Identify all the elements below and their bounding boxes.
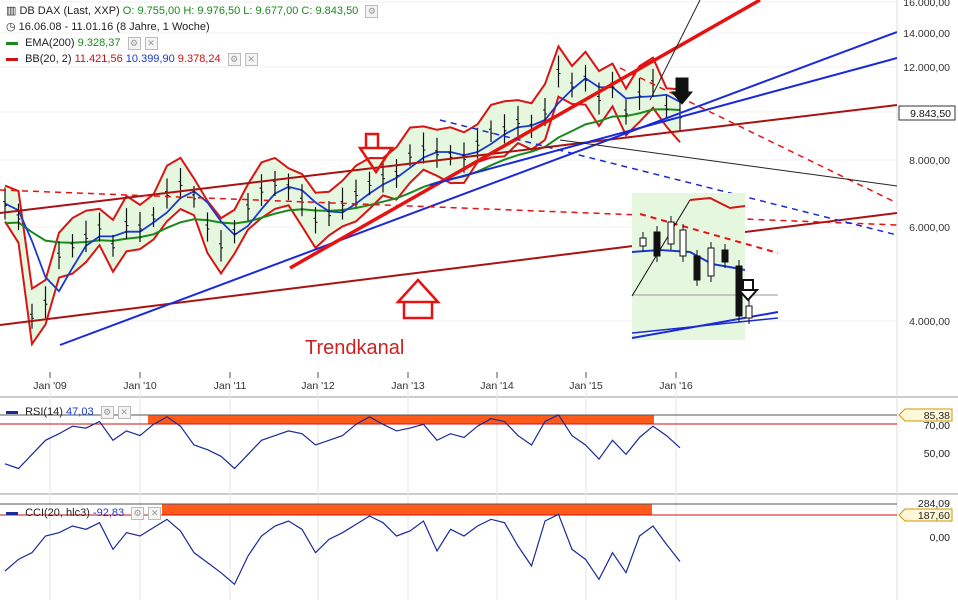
trendline-blue-long — [59, 31, 897, 346]
price-tick-label: 14.000,00 — [903, 28, 950, 40]
inset-candle — [745, 305, 753, 319]
rsi-swatch — [6, 410, 18, 414]
rsi-label: RSI(14) — [25, 406, 63, 418]
legend-bb: BB(20, 2) 11.421,56 10.399,90 9.378,24 ⚙… — [6, 52, 258, 66]
bb-label: BB(20, 2) — [25, 53, 72, 65]
bb-close-icon[interactable]: ✕ — [244, 52, 258, 66]
cci-close-icon[interactable]: ✕ — [148, 506, 162, 520]
x-tick-label: Jan '13 — [391, 380, 425, 392]
low-value: 9.677,00 — [255, 5, 299, 17]
price-tick-label: 6.000,00 — [909, 222, 950, 234]
close-value: 9.843,50 — [315, 5, 359, 17]
inset-upper-band — [689, 196, 746, 210]
legend-rsi: RSI(14) 47,03 ⚙ ✕ — [6, 405, 131, 419]
clock-icon: ◷ — [6, 21, 19, 33]
trendline-blue-dashed — [439, 119, 897, 236]
ema-value: 9.328,37 — [77, 37, 121, 49]
last-price-label: 9.843,50 — [910, 108, 951, 120]
x-tick-label: Jan '11 — [214, 380, 247, 392]
small-arrow-down-icon — [670, 77, 694, 105]
trendline-blue-mid — [429, 57, 897, 186]
inset-red-dashed — [639, 213, 779, 254]
inset-black-line — [631, 199, 691, 297]
cci-level-label: 0,00 — [930, 532, 951, 544]
cci-overbought-band — [162, 504, 652, 515]
legend-header: ▥ DB DAX (Last, XXP) O: 9.755,00 H: 9.97… — [6, 4, 379, 18]
bollinger-upper-line — [4, 44, 681, 291]
arrow-up-icon — [395, 278, 441, 320]
inset-trendline-lower-2 — [631, 317, 779, 334]
chart-icon: ▥ — [6, 5, 20, 17]
x-tick-label: Jan '12 — [301, 380, 335, 392]
rsi-level-label-box — [898, 408, 953, 422]
trendline-red-dashed — [0, 189, 897, 226]
rsi-level-label: 85,38 — [924, 410, 950, 422]
inset-candle — [667, 221, 675, 245]
bb-swatch — [6, 57, 18, 61]
legend-range: ◷ 16.06.08 - 11.01.16 (8 Jahre, 1 Woche) — [6, 20, 210, 34]
trendline-upper-channel — [0, 104, 897, 214]
arrow-down-icon — [357, 132, 395, 175]
ema-close-icon[interactable]: ✕ — [144, 36, 158, 50]
bb-settings-icon[interactable]: ⚙ — [227, 52, 241, 66]
rsi-level-label: 70,00 — [924, 420, 950, 432]
ema-label: EMA(200) — [25, 37, 75, 49]
trendline-red-steep — [289, 0, 761, 270]
price-tick-label: 8.000,00 — [909, 155, 950, 167]
trendline-lower-channel — [0, 212, 897, 326]
ema-swatch — [6, 41, 18, 45]
legend-ema: EMA(200) 9.328,37 ⚙ ✕ — [6, 36, 158, 50]
x-tick-label: Jan '16 — [659, 380, 693, 392]
inset-candle — [707, 247, 715, 277]
rsi-overbought-band — [148, 415, 654, 424]
inset-candle — [679, 229, 687, 257]
range-label: 16.06.08 - 11.01.16 (8 Jahre, 1 Woche) — [18, 21, 210, 33]
inset-candle — [653, 231, 661, 257]
symbol-label: DB DAX (Last, XXP) — [19, 5, 120, 17]
high-value: 9.976,50 — [197, 5, 241, 17]
rsi-close-icon[interactable]: ✕ — [117, 405, 131, 419]
last-price-box — [898, 105, 956, 121]
cci-line — [4, 513, 681, 586]
bollinger-lower-line — [4, 95, 681, 347]
trendkanal-annotation: Trendkanal — [305, 337, 404, 359]
cci-value: -92,83 — [92, 507, 125, 519]
inset-candle — [693, 255, 701, 281]
open-value: 9.755,00 — [137, 5, 181, 17]
bb-middle-value: 10.399,90 — [125, 53, 175, 65]
legend-cci: CCI(20, hlc3) -92,83 ⚙ ✕ — [6, 506, 162, 520]
inset-zoom — [631, 193, 779, 340]
settings-icon[interactable]: ⚙ — [365, 4, 379, 18]
x-tick-label: Jan '14 — [480, 380, 514, 392]
x-tick-label: Jan '15 — [569, 380, 603, 392]
price-tick-label: 4.000,00 — [909, 316, 950, 328]
price-tick-label: 12.000,00 — [903, 62, 950, 74]
cci-level-label-box — [898, 508, 953, 522]
rsi-level-label: 50,00 — [924, 448, 950, 460]
trendline-black-thin — [559, 139, 897, 187]
price-tick-label: 16.000,00 — [903, 0, 950, 9]
inset-candle — [721, 249, 729, 263]
cci-settings-icon[interactable]: ⚙ — [131, 506, 145, 520]
cci-swatch — [6, 511, 18, 515]
inset-candle — [639, 237, 647, 247]
cci-label: CCI(20, hlc3) — [25, 507, 90, 519]
inset-arrow-down-icon — [736, 279, 760, 302]
rsi-value: 47,03 — [66, 406, 94, 418]
x-tick-label: Jan '09 — [33, 380, 67, 392]
rsi-settings-icon[interactable]: ⚙ — [100, 405, 114, 419]
ema-settings-icon[interactable]: ⚙ — [127, 36, 141, 50]
bb-upper-value: 11.421,56 — [74, 53, 123, 65]
x-tick-label: Jan '10 — [123, 380, 157, 392]
bb-lower-value: 9.378,24 — [177, 53, 221, 65]
cci-level-label: 284,09 — [918, 498, 950, 510]
trendline-black-steep — [649, 0, 701, 101]
cci-level-label: 187,60 — [918, 510, 950, 522]
rsi-line — [4, 414, 681, 470]
trendline-red-dashed-short — [619, 67, 897, 204]
